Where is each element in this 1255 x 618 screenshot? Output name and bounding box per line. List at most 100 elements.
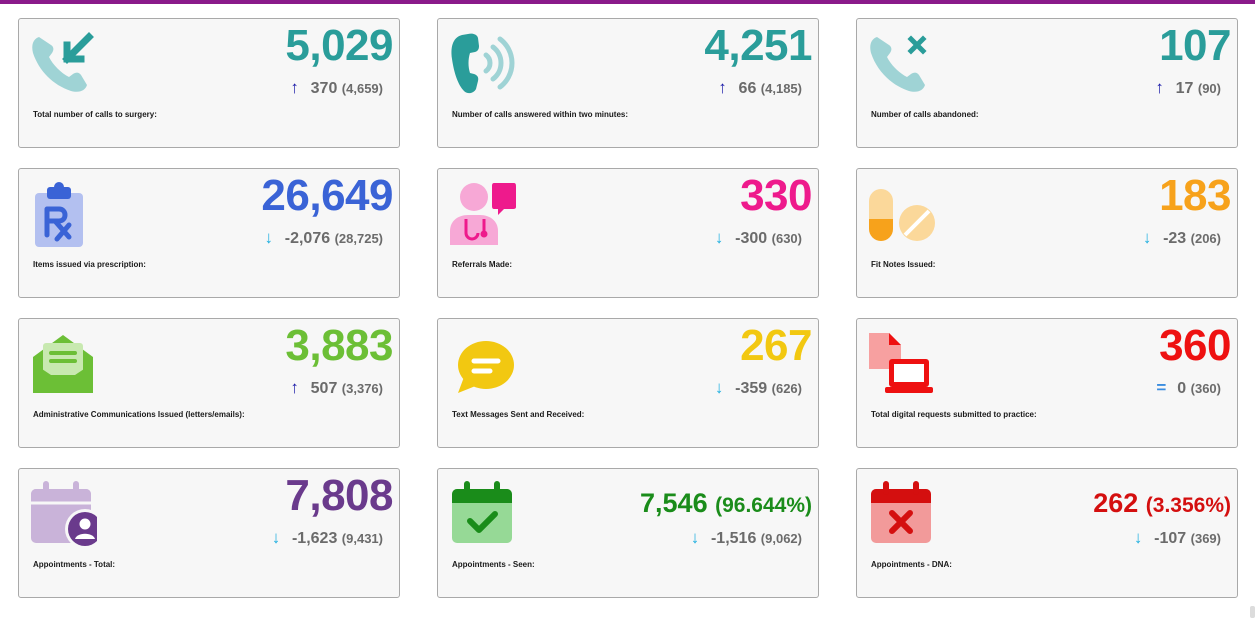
change-value: -1,623 [291,530,338,547]
kpi-change: ↓ -359 (626) [712,377,802,399]
change-value: 370 [310,80,338,97]
change-value: 0 [1177,380,1187,397]
card-digital-requests[interactable]: 360 = 0 (360) Total digital requests subm… [856,318,1238,448]
chat-bubble-icon [448,329,516,397]
card-appointments-dna[interactable]: 262 (3.356%) ↓ -107 (369) Appointments - … [856,468,1238,598]
arrow-down-icon: ↓ [271,528,281,547]
previous-value: (28,725) [334,231,383,246]
arrow-down-icon: ↓ [714,378,724,397]
previous-value: (3,376) [341,381,383,396]
kpi-change: = 0 (360) [1154,377,1221,399]
prescription-clipboard-icon [29,179,97,247]
arrow-up-icon: ↑ [290,378,299,397]
arrow-down-icon: ↓ [690,528,700,547]
scrollbar-thumb[interactable] [1250,606,1255,618]
change-value: -107 [1154,530,1187,547]
change-value: 66 [738,80,757,97]
arrow-up-icon: ↑ [290,78,299,97]
equals-icon: = [1156,378,1167,397]
change-value: -300 [735,230,768,247]
value-percent: (96.644%) [715,494,812,517]
laptop-document-icon [867,329,935,397]
kpi-label: Referrals Made: [452,260,513,269]
kpi-label: Total digital requests submitted to prac… [871,410,1037,419]
card-admin-comms[interactable]: 3,883 ↑ 507 (3,376) Administrative Commun… [18,318,400,448]
change-value: -1,516 [710,530,757,547]
kpi-label: Items issued via prescription: [33,260,146,269]
calendar-cross-icon [867,479,935,547]
card-text-messages[interactable]: 267 ↓ -359 (626) Text Messages Sent and R… [437,318,819,448]
envelope-letter-icon [29,329,97,397]
kpi-change: ↓ -300 (630) [712,227,802,249]
pills-icon [867,179,935,247]
kpi-change: ↓ -1,516 (9,062) [688,527,802,549]
previous-value: (206) [1190,231,1221,246]
change-value: -2,076 [284,230,331,247]
kpi-label: Administrative Communications Issued (le… [33,410,245,419]
previous-value: (360) [1190,381,1221,396]
kpi-value: 3,883 [285,321,393,370]
kpi-label: Number of calls answered within two minu… [452,110,629,119]
kpi-label: Appointments - DNA: [871,560,952,569]
previous-value: (9,431) [341,531,383,546]
kpi-value: 262 (3.356%) [1093,485,1231,524]
card-calls-total[interactable]: 5,029 ↑ 370 (4,659) Total number of calls… [18,18,400,148]
previous-value: (626) [771,381,802,396]
kpi-value: 7,808 [285,471,393,520]
kpi-label: Appointments - Total: [33,560,116,569]
kpi-label: Total number of calls to surgery: [33,110,157,119]
kpi-label: Appointments - Seen: [452,560,535,569]
card-calls-abandoned[interactable]: 107 ↑ 17 (90) Number of calls abandoned: [856,18,1238,148]
card-referrals[interactable]: 330 ↓ -300 (630) Referrals Made: [437,168,819,298]
arrow-down-icon: ↓ [714,228,724,247]
phone-ringing-icon [448,29,516,97]
previous-value: (4,659) [341,81,383,96]
value-count: 7,546 [640,488,708,518]
kpi-label: Text Messages Sent and Received: [452,410,585,419]
phone-incoming-icon [29,29,97,97]
phone-missed-icon [867,29,935,97]
kpi-change: ↑ 66 (4,185) [716,77,802,99]
kpi-change: ↑ 507 (3,376) [288,377,383,399]
kpi-change: ↓ -107 (369) [1131,527,1221,549]
card-appointments-total[interactable]: 7,808 ↓ -1,623 (9,431) Appointments - Tot… [18,468,400,598]
kpi-value: 330 [740,171,812,220]
arrow-up-icon: ↑ [718,78,727,97]
kpi-change: ↓ -2,076 (28,725) [262,227,384,249]
card-fit-notes[interactable]: 183 ↓ -23 (206) Fit Notes Issued: [856,168,1238,298]
previous-value: (630) [771,231,802,246]
arrow-down-icon: ↓ [264,228,274,247]
value-count: 262 [1093,488,1139,518]
card-appointments-seen[interactable]: 7,546 (96.644%) ↓ -1,516 (9,062) Appointm… [437,468,819,598]
kpi-value: 107 [1159,21,1231,70]
card-calls-answered[interactable]: 4,251 ↑ 66 (4,185) Number of calls answer… [437,18,819,148]
previous-value: (90) [1197,81,1221,96]
kpi-value: 5,029 [285,21,393,70]
kpi-value: 7,546 (96.644%) [640,485,812,524]
doctor-referral-icon [448,179,516,247]
previous-value: (369) [1190,531,1221,546]
kpi-change: ↑ 370 (4,659) [288,77,383,99]
kpi-value: 360 [1159,321,1231,370]
kpi-label: Fit Notes Issued: [871,260,936,269]
kpi-label: Number of calls abandoned: [871,110,979,119]
change-value: -23 [1163,230,1187,247]
card-prescriptions[interactable]: 26,649 ↓ -2,076 (28,725) Items issued via… [18,168,400,298]
calendar-check-icon [448,479,516,547]
previous-value: (4,185) [760,81,802,96]
kpi-value: 183 [1159,171,1231,220]
arrow-down-icon: ↓ [1133,528,1143,547]
value-percent: (3.356%) [1145,494,1231,517]
kpi-value: 4,251 [704,21,812,70]
change-value: 507 [310,380,338,397]
change-value: 17 [1175,80,1194,97]
kpi-value: 267 [740,321,812,370]
arrow-down-icon: ↓ [1142,228,1152,247]
calendar-user-icon [29,479,97,547]
arrow-up-icon: ↑ [1155,78,1164,97]
top-accent-bar [0,0,1255,4]
previous-value: (9,062) [760,531,802,546]
change-value: -359 [735,380,768,397]
kpi-value: 26,649 [261,171,393,220]
